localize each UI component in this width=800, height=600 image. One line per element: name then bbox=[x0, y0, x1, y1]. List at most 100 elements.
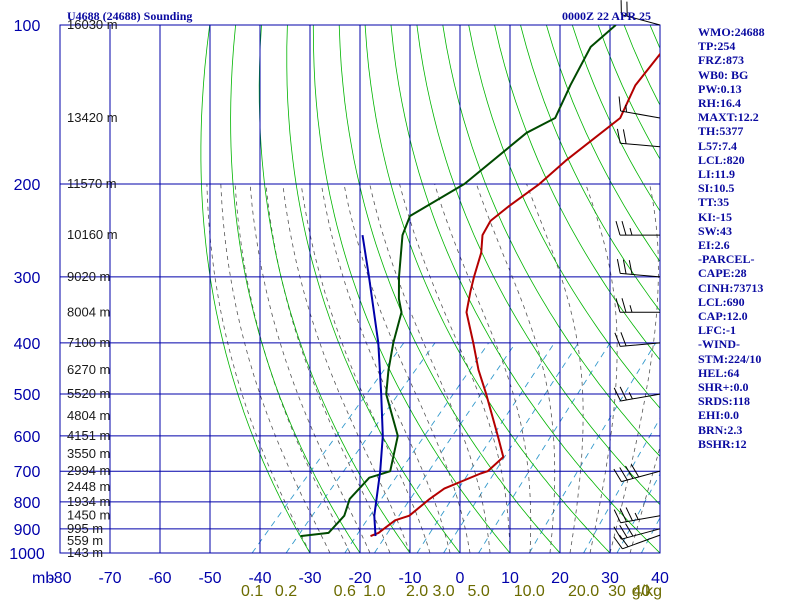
moist-adiabat bbox=[434, 183, 532, 553]
height-label: 143 m bbox=[67, 545, 103, 560]
grid bbox=[59, 24, 661, 554]
stability-index-item: WMO:24688 bbox=[698, 25, 765, 39]
dry-adiabat bbox=[286, 25, 461, 553]
height-label: 9020 m bbox=[67, 269, 110, 284]
mixing-ratio-label: 0.2 bbox=[275, 583, 297, 600]
moist-adiabat bbox=[220, 183, 331, 553]
pressure-tick-label: 1000 bbox=[9, 546, 45, 563]
stability-index-item: SW:43 bbox=[698, 223, 733, 238]
stability-index-item: CAPE:28 bbox=[698, 266, 747, 281]
dry-adiabat bbox=[200, 25, 311, 553]
stability-index-item: CINH:73713 bbox=[698, 280, 764, 295]
wind-barb bbox=[618, 96, 661, 119]
stability-index-item: STM:224/10 bbox=[698, 351, 762, 366]
stability-index-item: RH:16.4 bbox=[698, 96, 741, 111]
height-label: 11570 m bbox=[67, 176, 117, 191]
temperature-tick-label: 0 bbox=[456, 570, 465, 587]
mixing-ratio-label: 0.1 bbox=[241, 583, 263, 600]
stability-index-item: BRN:2.3 bbox=[698, 422, 743, 437]
dry-adiabat bbox=[312, 25, 511, 553]
wind-barb bbox=[615, 220, 660, 236]
mixing-ratio-line bbox=[285, 342, 436, 553]
height-label: 13420 m bbox=[67, 110, 118, 125]
pressure-tick-label: 200 bbox=[14, 177, 41, 194]
stability-index-item: KI:-15 bbox=[698, 209, 732, 224]
pressure-tick-label: 500 bbox=[14, 387, 41, 404]
height-label: 1450 m bbox=[67, 508, 110, 523]
moist-adiabat bbox=[476, 183, 556, 553]
pressure-tick-label: 100 bbox=[14, 18, 41, 35]
mixing-ratio-label: 20.0 bbox=[568, 583, 599, 600]
height-label: 3550 m bbox=[67, 446, 110, 461]
stability-index-item: MAXT:12.2 bbox=[698, 110, 759, 125]
stability-index-item: TH:5377 bbox=[698, 124, 744, 139]
moist-adiabat bbox=[265, 183, 391, 553]
dry-adiabat bbox=[338, 25, 561, 553]
mixing-ratio-label: 0.6 bbox=[334, 583, 356, 600]
temperature-tick-label: 20 bbox=[551, 570, 569, 587]
pressure-unit-label: mb bbox=[32, 570, 54, 587]
chart-datetime: 0000Z 22 APR 25 bbox=[562, 9, 652, 23]
temperature-tick-label: 30 bbox=[601, 570, 619, 587]
height-label: 10160 m bbox=[67, 227, 118, 242]
stability-index-item: LFC:-1 bbox=[698, 323, 736, 338]
mixing-ratio-label: 40 bbox=[632, 583, 650, 600]
wind-barb bbox=[613, 464, 661, 483]
moist-adiabat bbox=[609, 183, 659, 553]
dry-adiabat bbox=[258, 25, 411, 553]
height-label: 559 m bbox=[67, 533, 103, 548]
stability-index-item: -WIND- bbox=[698, 337, 740, 352]
chart-title: U4688 (24688) Sounding bbox=[67, 9, 193, 23]
moist-adiabat bbox=[399, 183, 511, 553]
stability-index-item: SI:10.5 bbox=[698, 181, 735, 196]
mixing-ratio-label: 5.0 bbox=[467, 583, 489, 600]
stability-index-item: HEL:64 bbox=[698, 365, 740, 380]
temperature-tick-label: -20 bbox=[348, 570, 371, 587]
background-lines bbox=[200, 25, 660, 553]
temperature-tick-label: -10 bbox=[398, 570, 421, 587]
wind-barbs bbox=[613, 0, 661, 550]
stability-index-item: LCL:690 bbox=[698, 294, 745, 309]
temperature-tick-label: -30 bbox=[298, 570, 321, 587]
stability-index-item: FRZ:873 bbox=[698, 53, 744, 68]
stability-indices-list: WMO:24688 TP:254 FRZ:873 WB0: BG PW:0.13 RH:1… bbox=[698, 25, 798, 451]
mixing-ratio-label: 2.0 bbox=[406, 583, 428, 600]
moist-adiabat bbox=[234, 183, 351, 553]
wind-barb bbox=[616, 259, 661, 278]
dry-adiabat bbox=[364, 25, 611, 553]
dewpoint-trace bbox=[300, 25, 617, 538]
moist-adiabat bbox=[206, 183, 311, 553]
temperature-tick-label: -80 bbox=[48, 570, 71, 587]
pressure-tick-label: 700 bbox=[14, 464, 41, 481]
sounding-traces bbox=[300, 25, 660, 538]
wind-barb bbox=[613, 534, 661, 550]
wind-barb bbox=[613, 523, 661, 540]
temperature-tick-label: -40 bbox=[248, 570, 271, 587]
height-label: 2994 m bbox=[67, 463, 110, 478]
dry-adiabat bbox=[230, 25, 361, 553]
pressure-tick-label: 300 bbox=[14, 270, 41, 287]
height-label: 2448 m bbox=[67, 479, 110, 494]
wind-barb bbox=[616, 128, 661, 148]
dry-adiabat bbox=[468, 25, 660, 409]
height-label: 4151 m bbox=[67, 428, 110, 443]
pressure-tick-label: 600 bbox=[14, 429, 41, 446]
height-label: 16030 m bbox=[67, 17, 118, 32]
parcel-trace bbox=[361, 234, 384, 537]
stability-index-item: CAP:12.0 bbox=[698, 309, 748, 324]
stability-index-item: EHI:0.0 bbox=[698, 408, 740, 423]
stability-index-item: TP:254 bbox=[698, 39, 736, 54]
mixing-ratio-unit-label: g/kg bbox=[632, 583, 662, 600]
height-label: 4804 m bbox=[67, 408, 110, 423]
pressure-tick-label: 800 bbox=[14, 495, 41, 512]
moist-adiabat bbox=[585, 183, 618, 553]
mixing-ratio-label: 10.0 bbox=[514, 583, 545, 600]
height-label: 8004 m bbox=[67, 304, 110, 319]
dry-adiabat bbox=[520, 25, 660, 312]
dry-adiabat bbox=[494, 25, 660, 361]
moist-adiabat bbox=[320, 183, 451, 553]
temperature-tick-label: -50 bbox=[198, 570, 221, 587]
dry-adiabat bbox=[416, 25, 660, 506]
moist-adiabat bbox=[300, 183, 431, 553]
